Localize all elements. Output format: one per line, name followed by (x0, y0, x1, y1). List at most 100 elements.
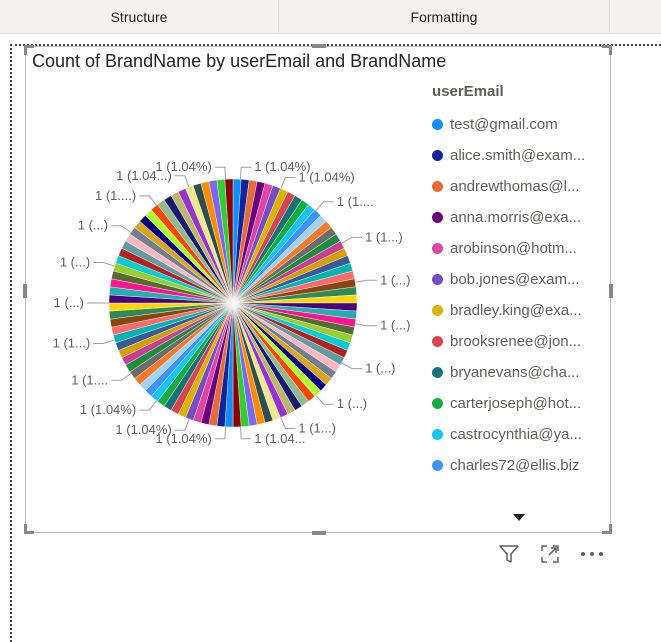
data-label: 1 (1...) (365, 229, 403, 244)
legend-item[interactable]: bob.jones@exam... (432, 264, 610, 295)
data-label-leader (239, 426, 252, 440)
legend-label: carterjoseph@hot... (450, 395, 582, 412)
legend-label: test@gmail.com (450, 116, 558, 133)
legend-item[interactable]: arobinson@hotm... (432, 233, 610, 264)
data-label: 1 (...) (337, 396, 367, 411)
legend-label: arobinson@hotm... (450, 240, 577, 257)
resize-corner-bottom-left[interactable] (24, 524, 34, 534)
legend-marker (432, 212, 443, 223)
chart-title: Count of BrandName by userEmail and Bran… (32, 51, 447, 71)
data-label: 1 (1.04...) (116, 168, 172, 183)
data-label-leader (93, 262, 115, 267)
data-label-leader (111, 225, 132, 233)
data-label-leader (315, 201, 334, 212)
data-label: 1 (1.04%) (155, 159, 211, 174)
filter-icon[interactable] (496, 542, 522, 566)
data-label: 1 (1.04%) (115, 422, 171, 437)
legend-marker (432, 243, 443, 254)
resize-handle-bottom[interactable] (312, 531, 326, 535)
legend-label: castrocynthia@ya... (450, 426, 582, 443)
legend-label: brooksrenee@jon... (450, 333, 582, 350)
legend-item[interactable]: carterjoseph@hot... (432, 388, 610, 419)
data-label: 1 (1.04%) (80, 402, 136, 417)
data-label: 1 (...) (78, 218, 108, 233)
canvas-boundary-left (10, 44, 12, 642)
data-label-leader (280, 417, 296, 429)
tab-formatting[interactable]: Formatting (279, 0, 610, 34)
legend-marker (432, 305, 443, 316)
legend-item[interactable]: bradley.king@exa... (432, 295, 610, 326)
legend-item[interactable]: test@gmail.com (432, 109, 610, 140)
legend-label: bob.jones@exam... (450, 271, 580, 288)
legend: test@gmail.com alice.smith@exam... andrewt… (432, 109, 610, 481)
data-label: 1 (1....) (95, 188, 136, 203)
legend-label: anna.morris@exa... (450, 209, 582, 226)
data-label-leader (341, 236, 363, 244)
legend-marker (432, 398, 443, 409)
data-label: 1 (...) (54, 295, 84, 310)
legend-marker (432, 119, 443, 130)
data-label: 1 (...) (365, 361, 395, 376)
legend-marker (432, 429, 443, 440)
data-label-leader (174, 175, 190, 188)
focus-mode-icon[interactable] (537, 542, 563, 566)
data-label-leader (93, 339, 115, 344)
data-label: 1 (...) (380, 318, 410, 333)
data-label-leader (355, 279, 378, 283)
data-label: 1 (1...) (53, 336, 91, 351)
legend-item[interactable]: andrewthomas@l... (432, 171, 610, 202)
data-label-leader (239, 166, 252, 180)
resize-corner-top-right[interactable] (602, 45, 612, 55)
data-label: 1 (1.04%) (155, 431, 211, 446)
legend-item[interactable]: brooksrenee@jon... (432, 326, 610, 357)
data-label-leader (214, 166, 227, 180)
legend-marker (432, 336, 443, 347)
pie-chart[interactable]: 1 (1.04%)1 (1.04%)1 (1....1 (1...)1 (...… (26, 47, 426, 534)
data-label-leader (214, 426, 227, 440)
data-label-leader (280, 177, 296, 189)
data-label-leader (341, 362, 363, 370)
resize-handle-left[interactable] (23, 284, 27, 298)
legend-marker (432, 150, 443, 161)
data-label-leader (174, 418, 190, 431)
legend-marker (432, 367, 443, 378)
data-label-leader (139, 400, 157, 411)
more-options-icon[interactable] (577, 542, 607, 566)
data-label: 1 (1.... (71, 372, 108, 387)
legend-item[interactable]: charles72@ellis.biz (432, 450, 610, 481)
data-label: 1 (1...) (298, 421, 336, 436)
legend-marker (432, 460, 443, 471)
data-label: 1 (...) (380, 272, 410, 287)
data-label: 1 (1.04... (254, 431, 305, 446)
data-label-leader (355, 323, 378, 327)
tab-structure[interactable]: Structure (0, 0, 279, 34)
canvas-boundary-top (10, 44, 661, 46)
resize-handle-top[interactable] (312, 44, 326, 48)
legend-item[interactable]: anna.morris@exa... (432, 202, 610, 233)
legend-marker (432, 274, 443, 285)
legend-item[interactable]: castrocynthia@ya... (432, 419, 610, 450)
data-label-leader (111, 373, 132, 381)
pie-chart-visual[interactable]: Count of BrandName by userEmail and Bran… (23, 44, 613, 535)
data-label: 1 (...) (60, 255, 90, 270)
pie-slice[interactable] (224, 178, 234, 304)
data-label: 1 (1.04%) (298, 170, 354, 185)
resize-handle-right[interactable] (609, 284, 613, 298)
legend-marker (432, 181, 443, 192)
legend-scroll-down-icon[interactable] (513, 514, 525, 521)
legend-label: charles72@ellis.biz (450, 457, 580, 474)
pane-tabs: Structure Formatting (0, 0, 661, 34)
legend-title: userEmail (432, 83, 504, 100)
data-label: 1 (1.... (337, 194, 374, 209)
legend-item[interactable]: alice.smith@exam... (432, 140, 610, 171)
legend-label: bradley.king@exa... (450, 302, 582, 319)
data-label-leader (139, 195, 157, 206)
legend-label: andrewthomas@l... (450, 178, 580, 195)
legend-label: alice.smith@exam... (450, 147, 586, 164)
data-label-leader (315, 394, 334, 405)
data-label: 1 (1.04%) (254, 159, 310, 174)
legend-label: bryanevans@cha... (450, 364, 580, 381)
legend-item[interactable]: bryanevans@cha... (432, 357, 610, 388)
resize-corner-bottom-right[interactable] (602, 524, 612, 534)
resize-corner-top-left[interactable] (24, 45, 34, 55)
